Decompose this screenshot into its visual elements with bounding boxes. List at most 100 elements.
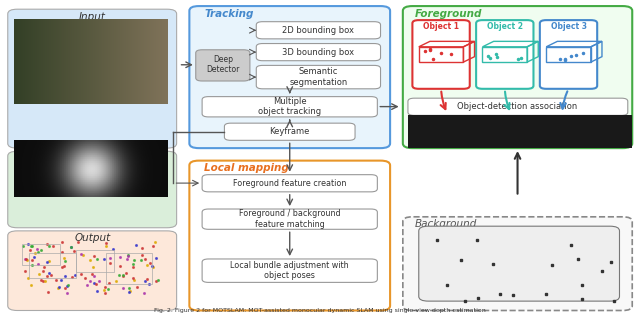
Point [23, 242, 33, 247]
Point [27, 244, 37, 249]
FancyBboxPatch shape [408, 98, 628, 115]
FancyBboxPatch shape [8, 151, 177, 228]
Point [131, 242, 141, 247]
Bar [76, 250, 114, 272]
Point [70, 273, 81, 278]
Point [128, 276, 138, 281]
Point [92, 256, 102, 261]
Point [42, 241, 52, 246]
Text: Object 2: Object 2 [487, 22, 523, 31]
Point [140, 257, 150, 262]
Point [77, 253, 88, 258]
Text: Object 1: Object 1 [423, 22, 459, 31]
Point [150, 255, 161, 260]
Point [66, 245, 76, 250]
Text: Semantic
segmentation: Semantic segmentation [289, 67, 348, 87]
Point [121, 270, 131, 275]
Bar [22, 244, 60, 265]
Point [68, 248, 79, 253]
Point [52, 286, 63, 291]
FancyBboxPatch shape [256, 22, 381, 39]
Point [48, 244, 58, 249]
FancyBboxPatch shape [8, 9, 177, 148]
Text: Local bundle adjustment with
object poses: Local bundle adjustment with object pose… [230, 261, 349, 280]
Point [74, 240, 84, 245]
Point [148, 265, 158, 270]
Point [42, 260, 52, 265]
FancyBboxPatch shape [403, 217, 632, 311]
Point [104, 261, 115, 266]
Point [137, 253, 147, 258]
Point [85, 257, 95, 262]
Point [125, 289, 136, 294]
Point [26, 283, 36, 288]
Point [82, 282, 92, 287]
Point [29, 255, 39, 260]
Point [124, 286, 134, 291]
Point [129, 257, 140, 262]
Point [76, 252, 86, 257]
Text: 3D bounding box: 3D bounding box [282, 48, 355, 57]
Point [56, 277, 66, 282]
Point [33, 262, 44, 267]
Point [129, 278, 139, 283]
Bar [106, 253, 152, 284]
Point [118, 274, 128, 279]
Point [142, 277, 152, 282]
Text: Keyframe: Keyframe [269, 127, 310, 136]
Text: Local mapping: Local mapping [204, 163, 289, 173]
FancyBboxPatch shape [419, 226, 620, 301]
Point [67, 275, 77, 280]
FancyBboxPatch shape [256, 43, 381, 61]
Point [147, 264, 157, 269]
Point [60, 286, 70, 291]
Point [150, 239, 161, 244]
Text: DNN: DNN [85, 148, 102, 157]
Point [42, 289, 52, 294]
Point [57, 240, 67, 245]
Point [99, 285, 109, 290]
Point [30, 251, 40, 256]
Text: Foreground / background
feature matching: Foreground / background feature matching [239, 209, 340, 229]
FancyBboxPatch shape [403, 6, 632, 148]
Point [66, 244, 76, 249]
Text: Output: Output [74, 233, 111, 243]
Point [76, 272, 86, 277]
Text: Multiple
object tracking: Multiple object tracking [258, 97, 321, 116]
FancyBboxPatch shape [202, 175, 378, 192]
Point [26, 243, 36, 249]
Point [89, 273, 99, 278]
Point [118, 285, 128, 290]
Point [87, 271, 97, 276]
FancyBboxPatch shape [540, 20, 597, 89]
Point [44, 259, 54, 264]
Point [28, 258, 38, 263]
Text: Tracking: Tracking [204, 9, 253, 19]
FancyBboxPatch shape [202, 209, 378, 229]
FancyBboxPatch shape [476, 20, 534, 89]
Text: Object 3: Object 3 [550, 22, 586, 31]
Point [104, 280, 115, 285]
Text: Object-detection association: Object-detection association [458, 102, 578, 112]
FancyBboxPatch shape [189, 161, 390, 311]
FancyBboxPatch shape [225, 123, 355, 140]
Point [94, 279, 104, 284]
FancyBboxPatch shape [8, 231, 177, 311]
FancyBboxPatch shape [189, 6, 390, 148]
Point [25, 248, 35, 253]
Point [33, 271, 44, 276]
Point [80, 276, 90, 281]
FancyBboxPatch shape [202, 259, 378, 282]
Point [85, 278, 95, 283]
Point [101, 240, 111, 245]
Point [44, 244, 54, 249]
Text: 2D bounding box: 2D bounding box [282, 26, 355, 35]
Point [42, 274, 52, 279]
Point [38, 278, 49, 284]
Point [21, 256, 31, 261]
Point [111, 278, 122, 283]
Point [92, 288, 102, 293]
Point [36, 278, 46, 283]
Text: Single-view depth estimation: Single-view depth estimation [27, 154, 158, 163]
Point [124, 253, 134, 258]
